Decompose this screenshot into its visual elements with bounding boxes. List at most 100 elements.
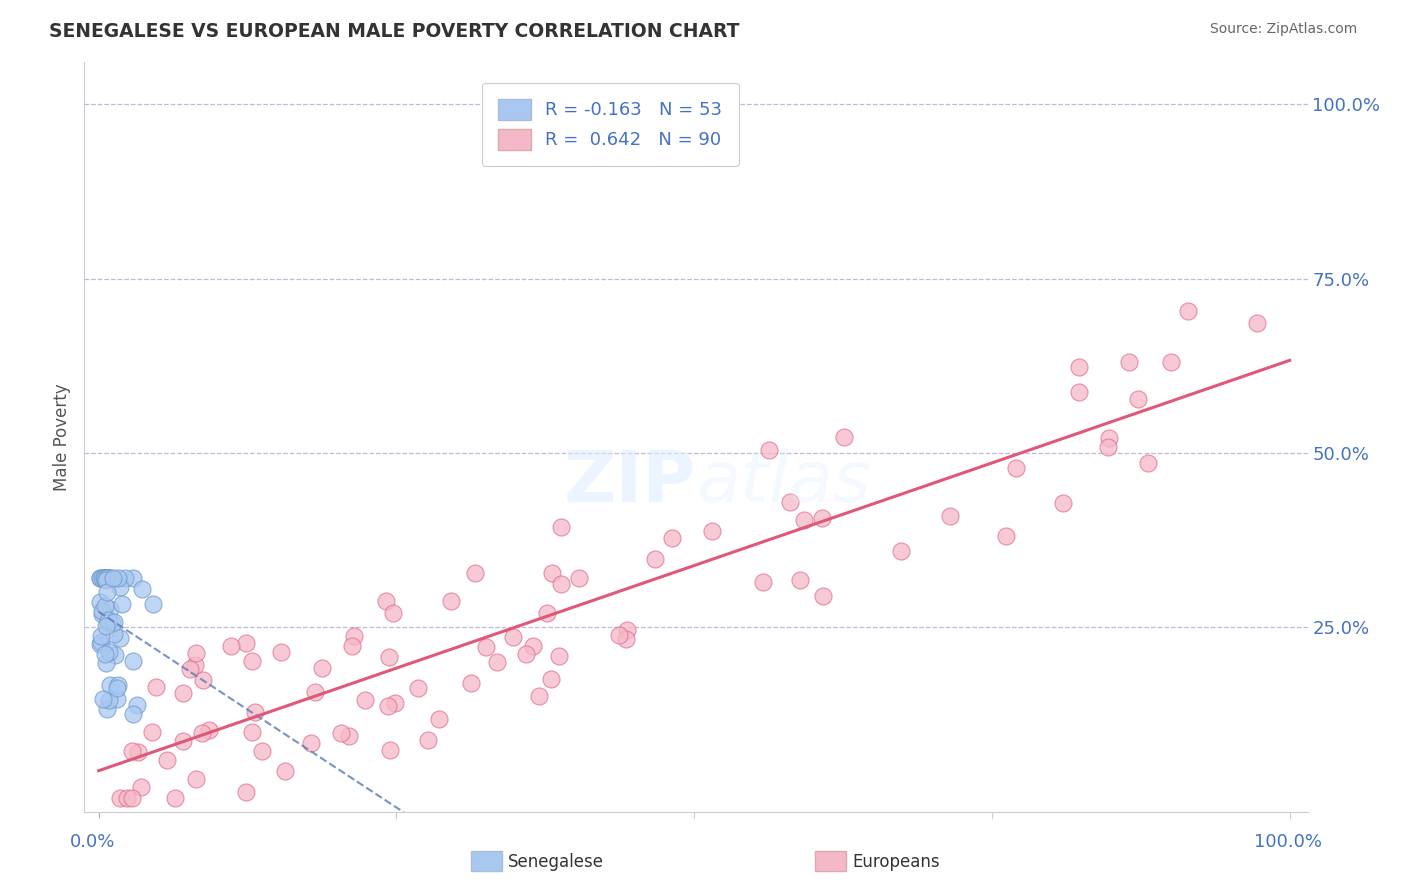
Point: [527, 689, 550, 703]
Point: [91, 692, 114, 706]
Point: [1118, 355, 1140, 369]
Point: [548, 648, 571, 663]
Point: [90, 571, 112, 585]
Point: [522, 639, 544, 653]
Point: [486, 655, 509, 669]
Point: [172, 686, 194, 700]
Point: [475, 640, 498, 654]
Point: [111, 598, 134, 612]
Point: [98, 645, 121, 659]
Point: [103, 615, 125, 629]
Point: [339, 730, 361, 744]
Point: [311, 661, 333, 675]
Point: [1052, 495, 1074, 509]
Point: [94, 599, 117, 614]
Point: [105, 681, 128, 695]
Point: [186, 646, 208, 660]
Point: [141, 725, 163, 739]
Point: [890, 544, 912, 558]
Point: [751, 575, 773, 590]
Point: [245, 705, 267, 719]
Y-axis label: Male Poverty: Male Poverty: [53, 384, 72, 491]
Point: [94, 647, 117, 661]
Point: [1177, 304, 1199, 318]
Point: [110, 631, 132, 645]
Point: [250, 744, 273, 758]
Point: [193, 673, 215, 688]
Point: [94, 656, 117, 670]
Point: [377, 650, 399, 665]
Point: [93, 571, 115, 585]
Point: [702, 524, 724, 539]
Point: [179, 662, 201, 676]
Point: [299, 735, 322, 749]
Point: [515, 648, 537, 662]
Point: [502, 630, 524, 644]
Point: [1128, 392, 1150, 406]
Point: [90, 635, 112, 649]
Point: [550, 520, 572, 534]
Point: [219, 640, 242, 654]
Point: [1160, 355, 1182, 369]
Point: [340, 639, 363, 653]
Point: [165, 790, 187, 805]
Point: [89, 637, 111, 651]
Point: [100, 571, 122, 585]
Point: [89, 595, 111, 609]
Point: [343, 629, 366, 643]
Point: [1097, 440, 1119, 454]
Point: [90, 629, 112, 643]
Point: [429, 712, 451, 726]
Point: [1136, 457, 1159, 471]
Point: [96, 702, 118, 716]
Text: atlas: atlas: [696, 448, 870, 516]
Legend: R = -0.163   N = 53, R =  0.642   N = 90: R = -0.163 N = 53, R = 0.642 N = 90: [482, 83, 738, 166]
Point: [122, 654, 145, 668]
Text: Senegalese: Senegalese: [508, 853, 603, 871]
Point: [91, 607, 114, 621]
Point: [97, 571, 120, 585]
Text: SENEGALESE VS EUROPEAN MALE POVERTY CORRELATION CHART: SENEGALESE VS EUROPEAN MALE POVERTY CORR…: [49, 22, 740, 41]
Point: [384, 696, 406, 710]
Point: [107, 571, 129, 585]
Point: [121, 706, 143, 721]
Text: 0.0%: 0.0%: [70, 833, 115, 851]
Point: [121, 790, 143, 805]
Point: [91, 571, 114, 585]
Point: [96, 574, 118, 588]
Point: [97, 571, 120, 585]
Point: [98, 678, 121, 692]
Point: [100, 615, 122, 630]
Point: [240, 724, 263, 739]
Point: [811, 589, 834, 603]
Point: [329, 726, 352, 740]
Point: [121, 744, 143, 758]
Point: [94, 571, 117, 585]
Point: [832, 430, 855, 444]
Point: [568, 571, 591, 585]
Point: [439, 594, 461, 608]
Point: [108, 790, 131, 805]
Point: [377, 698, 399, 713]
Point: [145, 680, 167, 694]
Point: [374, 593, 396, 607]
Point: [1097, 431, 1119, 445]
Point: [96, 571, 118, 585]
Text: 100.0%: 100.0%: [1254, 833, 1322, 851]
Point: [793, 513, 815, 527]
Text: Source: ZipAtlas.com: Source: ZipAtlas.com: [1209, 22, 1357, 37]
Point: [127, 745, 149, 759]
Text: Europeans: Europeans: [852, 853, 939, 871]
Point: [96, 571, 118, 585]
Point: [91, 605, 114, 619]
Point: [96, 585, 118, 599]
Point: [460, 675, 482, 690]
Point: [994, 529, 1017, 543]
Point: [129, 780, 152, 794]
Point: [122, 571, 145, 585]
Point: [101, 571, 124, 585]
Point: [270, 645, 292, 659]
Point: [304, 685, 326, 699]
Point: [94, 571, 117, 585]
Point: [131, 582, 153, 596]
